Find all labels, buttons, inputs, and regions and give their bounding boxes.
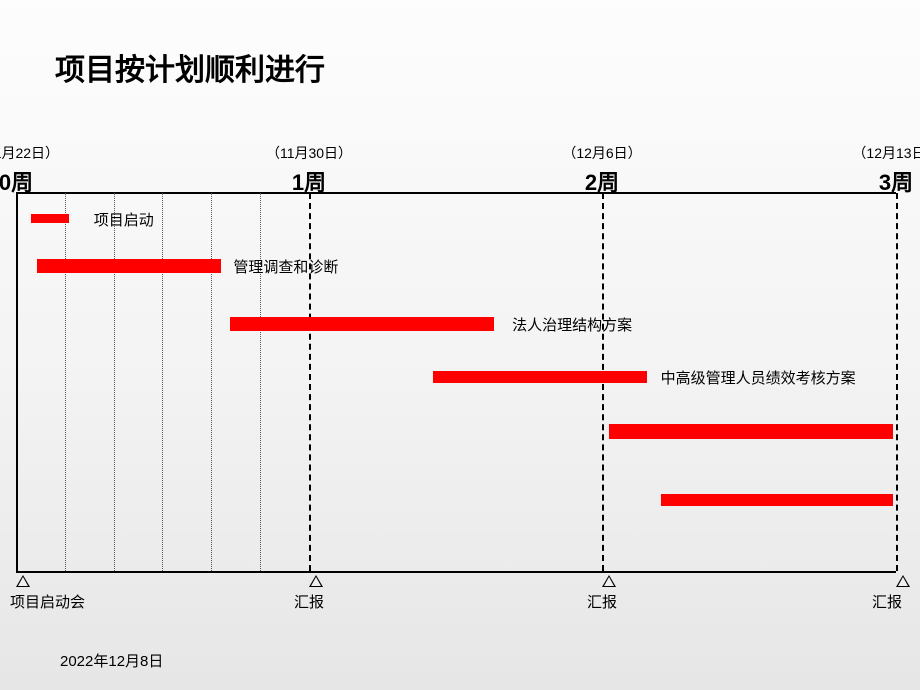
milestone-label: 汇报 [294, 591, 324, 612]
gantt-bar [661, 494, 893, 506]
week-label: 3周 [879, 165, 913, 197]
milestone-label: 汇报 [587, 591, 617, 612]
minor-gridline [162, 193, 163, 571]
minor-gridline [65, 193, 66, 571]
gantt-bar [37, 259, 222, 273]
week-label: 0周 [0, 165, 33, 197]
gantt-bar-label: 法人治理结构方案 [512, 314, 632, 335]
date-label: （12月6日） [562, 143, 641, 163]
slide-title: 项目按计划顺利进行 [55, 45, 325, 89]
gantt-bar [31, 214, 69, 223]
major-gridline [309, 193, 311, 571]
gantt-bar [230, 317, 494, 331]
milestone-label: 汇报 [872, 591, 902, 612]
axis-line [16, 571, 896, 573]
milestone-label: 项目启动会 [10, 591, 85, 612]
gantt-bar [433, 371, 647, 383]
minor-gridline [211, 193, 212, 571]
date-label: （11月22日） [0, 143, 59, 163]
date-label: （11月30日） [266, 143, 352, 163]
minor-gridline [260, 193, 261, 571]
minor-gridline [114, 193, 115, 571]
major-gridline [16, 193, 18, 571]
week-label: 2周 [585, 165, 619, 197]
axis-line [16, 192, 896, 194]
footer-date: 2022年12月8日 [60, 650, 163, 671]
date-label: （12月13日） [852, 143, 920, 163]
gantt-bar-label: 项目启动 [94, 209, 154, 230]
gantt-bar-label: 管理调查和诊断 [233, 256, 338, 277]
week-label: 1周 [292, 165, 326, 197]
slide: 项目按计划顺利进行 （11月22日）0周 （11月30日）1周 （12月6日）2周 （… [0, 0, 920, 690]
major-gridline [896, 193, 898, 571]
gantt-bar-label: 中高级管理人员绩效考核方案 [661, 367, 856, 388]
gantt-bar [609, 424, 894, 439]
